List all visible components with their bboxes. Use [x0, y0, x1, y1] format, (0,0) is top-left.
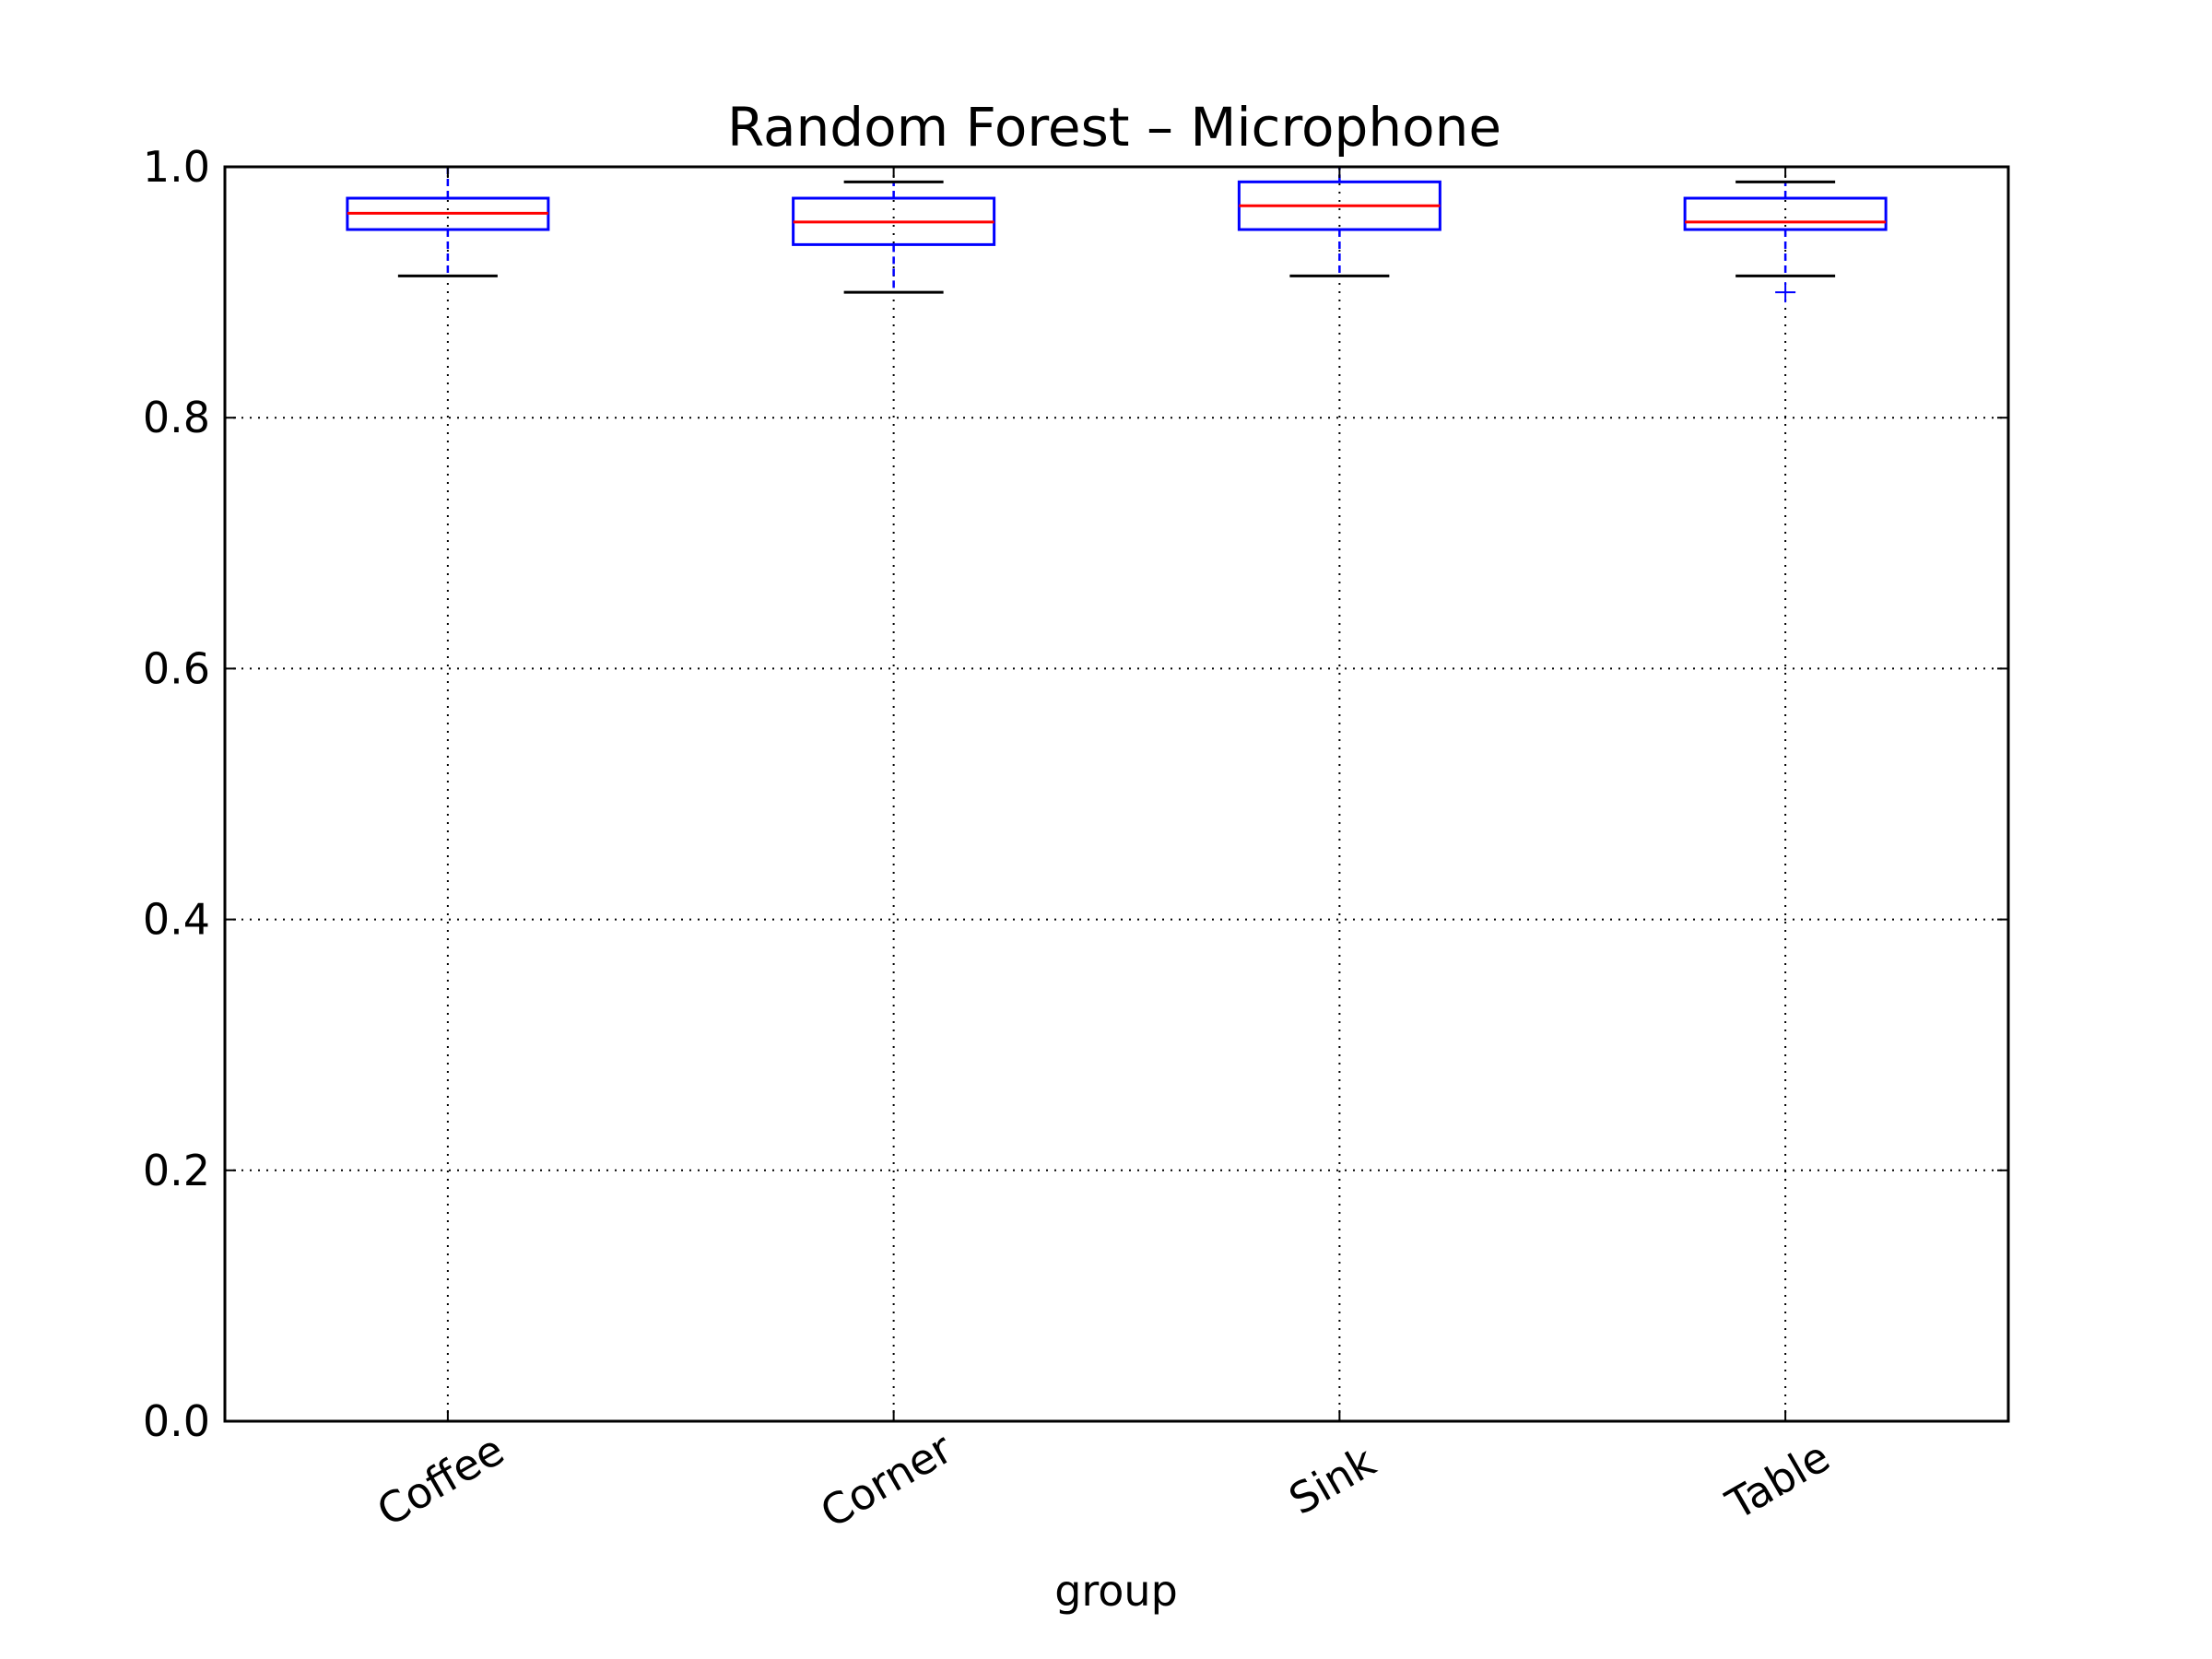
outlier-marker	[1775, 282, 1796, 303]
x-tick-label: Sink	[1281, 1436, 1384, 1524]
grid-layer	[225, 166, 2008, 1422]
box-group-table	[1683, 180, 1888, 303]
y-tick-label: 0.6	[143, 643, 210, 693]
x-tick-label: Corner	[812, 1423, 960, 1537]
chart-title: Random Forest – Microphone	[727, 96, 1501, 159]
x-axis-label: group	[1054, 1566, 1178, 1616]
box-group-corner	[792, 180, 996, 294]
y-tick-label: 0.0	[143, 1396, 210, 1446]
x-tick-label: Coffee	[369, 1425, 512, 1536]
y-tick-label: 1.0	[143, 142, 210, 192]
iqr-box	[1683, 196, 1888, 231]
box-group-coffee	[346, 165, 550, 277]
x-tick-label: Table	[1717, 1431, 1838, 1530]
box-group-sink	[1237, 165, 1441, 277]
box-layer	[346, 165, 1888, 303]
tick-layer: 0.0 0.2 0.4 0.6 0.8 1.0 Coffee Corner Sink Table	[143, 142, 2008, 1537]
y-tick-label: 0.8	[143, 393, 210, 442]
y-tick-label: 0.2	[143, 1146, 210, 1195]
plot-frame	[223, 165, 2010, 1423]
y-tick-label: 0.4	[143, 895, 210, 945]
